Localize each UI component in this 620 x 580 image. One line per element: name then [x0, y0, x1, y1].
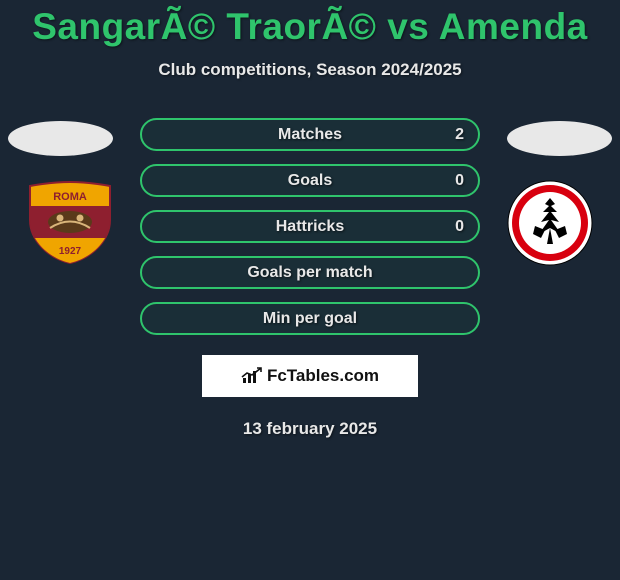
- svg-text:ROMA: ROMA: [53, 191, 87, 203]
- stat-label: Goals per match: [247, 264, 372, 282]
- stat-label: Hattricks: [276, 218, 344, 236]
- stat-value: 0: [455, 172, 464, 190]
- stat-row-hattricks: Hattricks 0: [140, 210, 480, 243]
- stat-value: 0: [455, 218, 464, 236]
- stat-row-goals: Goals 0: [140, 164, 480, 197]
- stat-row-goals-per-match: Goals per match: [140, 256, 480, 289]
- date-text: 13 february 2025: [0, 419, 620, 439]
- roma-year: 1927: [59, 246, 82, 257]
- stat-value: 2: [455, 126, 464, 144]
- chart-icon: [241, 367, 263, 385]
- stat-row-min-per-goal: Min per goal: [140, 302, 480, 335]
- subtitle: Club competitions, Season 2024/2025: [0, 60, 620, 80]
- stat-label: Matches: [278, 126, 342, 144]
- brand-text: FcTables.com: [267, 366, 379, 386]
- player-photo-right: [507, 121, 612, 156]
- brand-box[interactable]: FcTables.com: [202, 355, 418, 397]
- stat-rows: Matches 2 Goals 0 Hattricks 0 Goals per …: [140, 118, 480, 335]
- stat-row-matches: Matches 2: [140, 118, 480, 151]
- player-photo-left: [8, 121, 113, 156]
- stat-label: Min per goal: [263, 310, 357, 328]
- page-title: SangarÃ© TraorÃ© vs Amenda: [0, 0, 620, 48]
- club-badge-right: [500, 180, 600, 265]
- club-badge-left: ROMA 1927: [20, 180, 120, 265]
- comparison-content: ROMA 1927 Matches: [0, 118, 620, 439]
- stat-label: Goals: [288, 172, 332, 190]
